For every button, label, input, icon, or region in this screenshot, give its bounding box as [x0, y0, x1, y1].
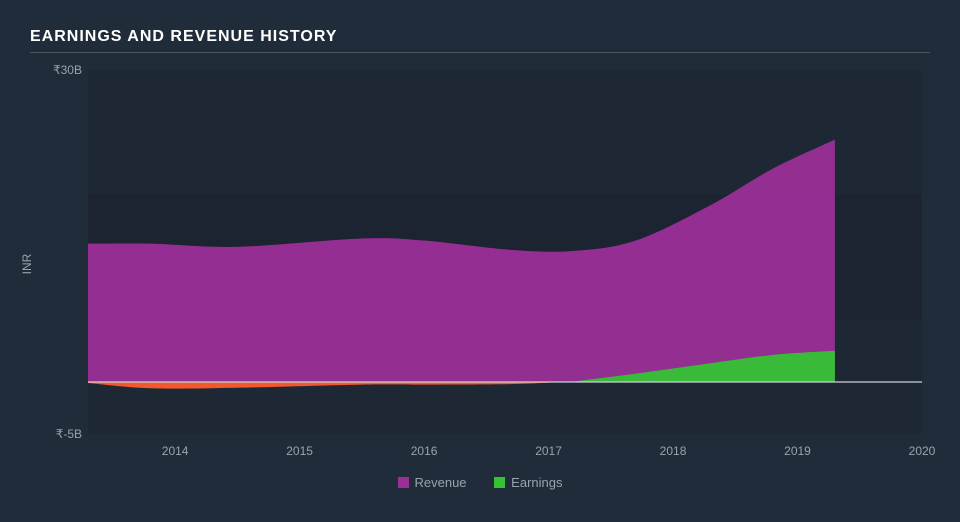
- x-tick: 2020: [909, 444, 936, 458]
- chart-area: INR ₹30B₹-5B 201420152016201720182019202…: [30, 70, 930, 492]
- x-tick: 2019: [784, 444, 811, 458]
- area-chart-svg: [88, 70, 922, 434]
- legend: Revenue Earnings: [30, 475, 930, 490]
- legend-swatch-earnings: [494, 477, 505, 488]
- chart-card: EARNINGS AND REVENUE HISTORY INR ₹30B ₹-5…: [0, 0, 960, 522]
- y-tick: ₹-5B: [36, 427, 82, 441]
- chart-title: EARNINGS AND REVENUE HISTORY: [30, 28, 930, 46]
- x-tick: 2016: [411, 444, 438, 458]
- legend-item-earnings: Earnings: [494, 475, 562, 490]
- legend-label-earnings: Earnings: [511, 475, 562, 490]
- legend-item-revenue: Revenue: [398, 475, 467, 490]
- plot-area: [88, 70, 922, 434]
- y-axis-label: INR: [20, 254, 34, 275]
- x-tick: 2017: [535, 444, 562, 458]
- x-tick: 2014: [162, 444, 189, 458]
- x-tick: 2015: [286, 444, 313, 458]
- title-rule: [30, 52, 930, 53]
- y-tick: ₹30B: [36, 63, 82, 77]
- x-tick: 2018: [660, 444, 687, 458]
- legend-label-revenue: Revenue: [415, 475, 467, 490]
- legend-swatch-revenue: [398, 477, 409, 488]
